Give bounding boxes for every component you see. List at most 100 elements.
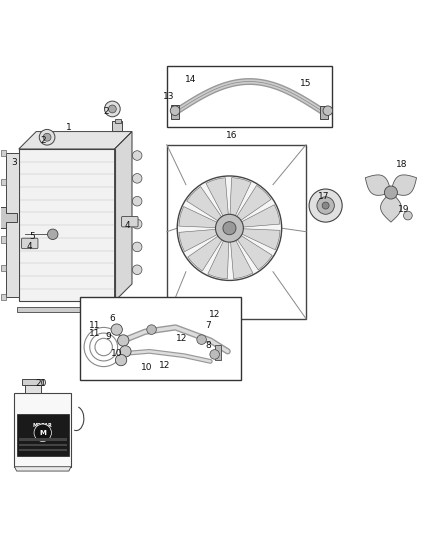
Text: 1: 1 — [66, 123, 72, 132]
Circle shape — [132, 265, 142, 274]
Polygon shape — [179, 207, 219, 228]
Text: 4: 4 — [27, 243, 32, 252]
Text: M: M — [39, 430, 46, 436]
Polygon shape — [188, 235, 224, 271]
Text: 17: 17 — [318, 192, 329, 201]
Polygon shape — [14, 467, 71, 471]
Circle shape — [385, 186, 397, 199]
Circle shape — [43, 133, 51, 141]
Circle shape — [132, 151, 142, 160]
Polygon shape — [19, 132, 132, 149]
Polygon shape — [381, 192, 401, 222]
Circle shape — [403, 211, 412, 220]
Circle shape — [109, 105, 116, 113]
Circle shape — [120, 346, 131, 357]
Text: 12: 12 — [177, 334, 188, 343]
Bar — [17, 307, 117, 312]
Text: 9: 9 — [105, 332, 111, 341]
Bar — [113, 121, 122, 131]
Text: 2: 2 — [40, 136, 46, 145]
Polygon shape — [208, 238, 229, 279]
Bar — [167, 66, 332, 127]
Polygon shape — [0, 207, 17, 229]
Text: 12: 12 — [159, 361, 170, 370]
Text: 15: 15 — [300, 79, 312, 88]
Text: 10: 10 — [111, 349, 123, 358]
Text: 19: 19 — [398, 205, 410, 214]
Bar — [19, 149, 115, 301]
Bar — [1, 294, 6, 300]
Bar — [1, 150, 6, 156]
Circle shape — [47, 229, 58, 239]
Circle shape — [215, 214, 244, 242]
Text: 20: 20 — [35, 378, 46, 387]
Text: MOPAR: MOPAR — [33, 423, 53, 428]
Circle shape — [34, 424, 51, 441]
Bar — [14, 393, 71, 467]
Circle shape — [132, 219, 142, 229]
Bar — [17, 415, 69, 456]
Circle shape — [117, 335, 129, 346]
Text: 4: 4 — [125, 221, 131, 230]
Polygon shape — [206, 177, 229, 219]
Circle shape — [39, 130, 55, 145]
Circle shape — [170, 106, 180, 116]
Circle shape — [323, 106, 332, 116]
Circle shape — [210, 350, 219, 359]
Polygon shape — [115, 132, 132, 301]
Circle shape — [197, 335, 206, 344]
Polygon shape — [230, 177, 251, 219]
Circle shape — [223, 222, 236, 235]
Bar — [19, 439, 67, 441]
Text: 13: 13 — [163, 92, 175, 101]
Polygon shape — [187, 187, 223, 222]
Bar — [320, 107, 328, 118]
Circle shape — [322, 202, 329, 209]
Bar — [171, 104, 179, 118]
Polygon shape — [179, 229, 220, 252]
Polygon shape — [239, 205, 280, 227]
Text: 3: 3 — [11, 158, 18, 166]
Polygon shape — [236, 234, 272, 270]
Polygon shape — [235, 185, 271, 222]
Text: 6: 6 — [110, 314, 115, 323]
Circle shape — [317, 197, 334, 214]
Bar — [1, 208, 6, 214]
Text: 16: 16 — [226, 132, 238, 140]
Text: 2: 2 — [103, 108, 109, 117]
Circle shape — [309, 189, 342, 222]
Bar — [80, 297, 241, 379]
Polygon shape — [230, 238, 253, 279]
FancyBboxPatch shape — [121, 216, 138, 227]
Bar — [25, 383, 41, 393]
Text: 14: 14 — [185, 75, 196, 84]
Text: 12: 12 — [209, 310, 220, 319]
Polygon shape — [391, 175, 417, 196]
Bar — [19, 444, 67, 446]
Circle shape — [111, 324, 122, 335]
Circle shape — [132, 197, 142, 206]
Text: 8: 8 — [205, 341, 211, 350]
Circle shape — [147, 325, 156, 334]
Bar — [1, 265, 6, 271]
Polygon shape — [365, 175, 391, 196]
Circle shape — [105, 101, 120, 117]
Bar — [215, 345, 221, 360]
Bar — [22, 379, 43, 385]
Text: 10: 10 — [141, 363, 153, 372]
Circle shape — [177, 176, 282, 280]
Text: 11: 11 — [89, 321, 101, 330]
Bar — [6, 154, 19, 297]
Bar — [19, 449, 67, 451]
Text: 7: 7 — [205, 321, 211, 330]
Circle shape — [132, 242, 142, 252]
Circle shape — [132, 174, 142, 183]
Text: 18: 18 — [396, 160, 407, 169]
Text: 5: 5 — [29, 231, 35, 240]
Bar — [1, 179, 6, 185]
Text: 11: 11 — [89, 329, 101, 338]
Bar — [1, 237, 6, 243]
Bar — [167, 144, 306, 319]
Bar — [116, 118, 120, 123]
Polygon shape — [239, 229, 280, 250]
